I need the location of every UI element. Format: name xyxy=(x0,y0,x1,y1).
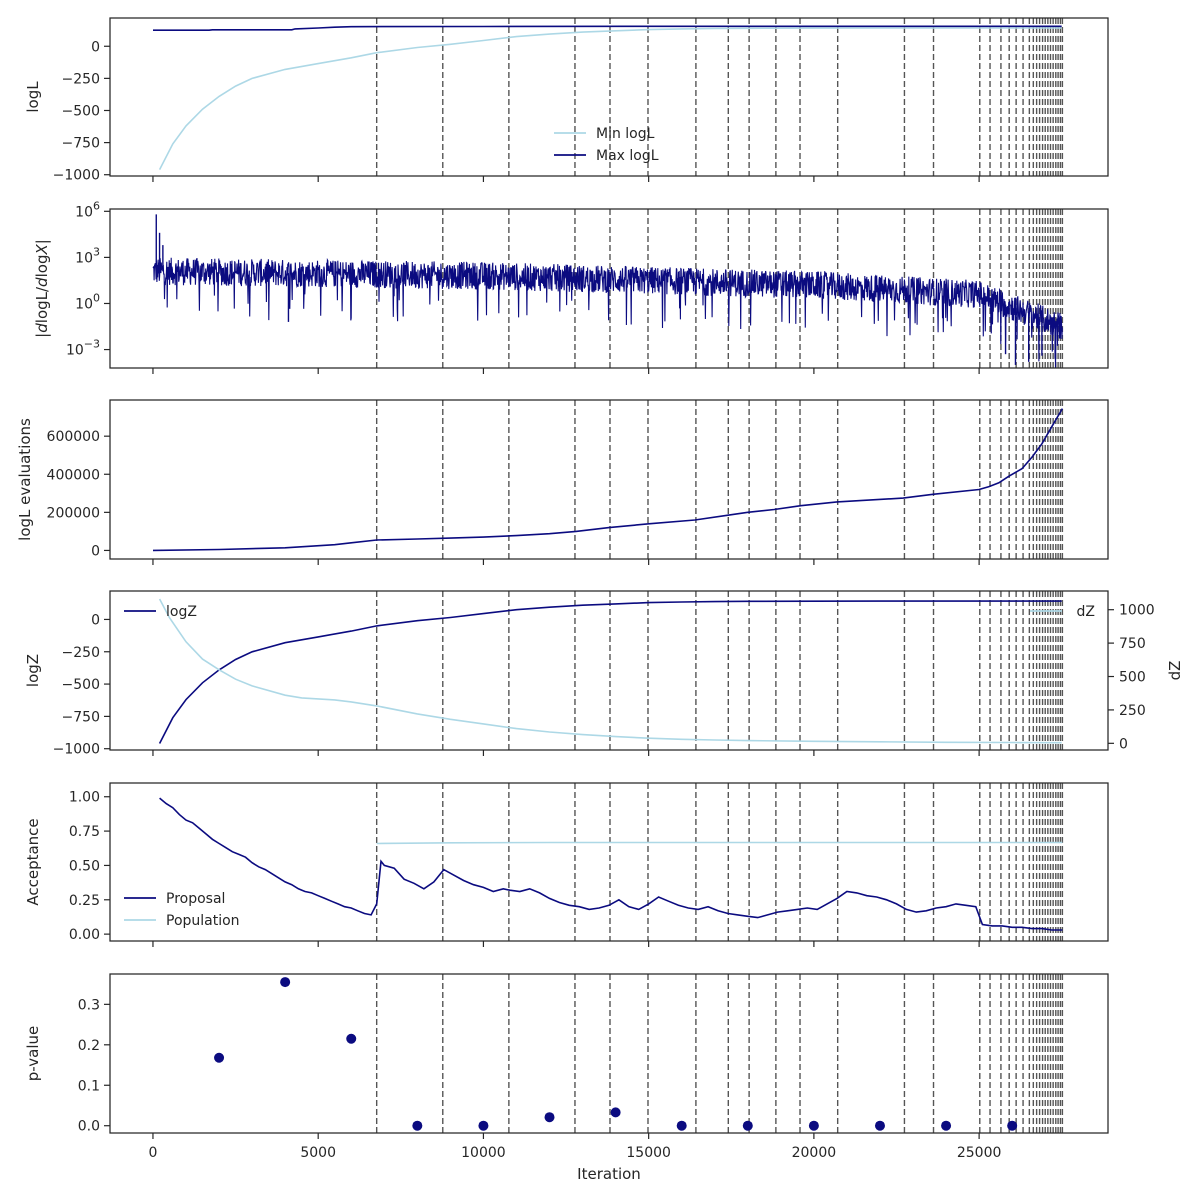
y-tick-label: 400000 xyxy=(47,467,100,483)
legend-label: Population xyxy=(166,913,240,929)
data-point xyxy=(1007,1120,1018,1131)
y-tick-label: 0 xyxy=(91,612,100,628)
y-tick-label: 1.00 xyxy=(69,790,100,806)
series-line-proposal xyxy=(159,797,1063,931)
x-tick-label: 10000 xyxy=(461,1145,506,1161)
y-axis-label: logZ xyxy=(24,654,42,687)
y-tick-label: 600000 xyxy=(47,429,100,445)
legend-label: dZ xyxy=(1077,604,1095,620)
y-tick-label: −750 xyxy=(62,136,100,152)
axes-frame xyxy=(109,590,1109,751)
data-point xyxy=(280,977,291,988)
panel-evals: 0 200000 400000 600000 logL evaluations xyxy=(16,399,1109,565)
y-axis-label: logL xyxy=(24,81,42,113)
data-point xyxy=(346,1033,357,1044)
y2-tick-label: 750 xyxy=(1119,636,1146,652)
y2-tick-label: 1000 xyxy=(1119,603,1155,619)
legend-label: Min logL xyxy=(596,126,655,142)
y-tick-label: 0.50 xyxy=(69,858,100,874)
legend-item: logZ xyxy=(124,604,197,620)
series-line-dlogl xyxy=(152,257,1063,368)
y-tick-label: 0 xyxy=(91,39,100,55)
data-point xyxy=(412,1120,423,1131)
axes-frame xyxy=(109,208,1109,369)
plot-area-logz xyxy=(158,591,1064,750)
x-tick-label: 15000 xyxy=(626,1145,671,1161)
panel-logz: 0 −250 −500 −750 −1000 0 250 500 750 1000 dZ logZ lo… xyxy=(24,590,1184,758)
y2-tick-label: 0 xyxy=(1119,736,1128,752)
axes-frame xyxy=(109,973,1109,1134)
y-tick-label: 200000 xyxy=(47,505,100,521)
legend-item: Population xyxy=(124,913,240,929)
x-axis-label: Iteration xyxy=(577,1165,641,1183)
legend-item: Proposal xyxy=(124,891,225,907)
y-tick-label: 10−3 xyxy=(66,338,100,359)
legend-label: Max logL xyxy=(596,148,659,164)
plot-area-pvalue xyxy=(214,974,1064,1133)
panel-dlogl: 10−3 100 103 106 |dlogL/dlogX| xyxy=(33,199,1109,374)
series-line-max-logl xyxy=(153,25,1062,31)
series-line-min-logl xyxy=(158,27,1062,170)
y-tick-label: −1000 xyxy=(53,742,100,758)
series-line-logz xyxy=(158,600,1062,744)
axes-frame xyxy=(109,17,1109,177)
y-tick-label: −1000 xyxy=(53,168,100,184)
axes-frame xyxy=(109,782,1109,942)
axes-frame xyxy=(109,399,1109,560)
y-tick-label: 103 xyxy=(75,245,100,266)
plot-area-accept xyxy=(159,783,1064,941)
x-tick-label: 20000 xyxy=(792,1145,837,1161)
y-tick-label: 0.00 xyxy=(69,927,100,943)
y2-axis-label: dZ xyxy=(1166,661,1184,681)
plot-area-evals xyxy=(152,400,1064,559)
y-tick-label: −500 xyxy=(62,677,100,693)
y-tick-label: 0.25 xyxy=(69,893,100,909)
y-axis-label: |dlogL/dlogX| xyxy=(33,239,51,338)
x-tick-label: 0 xyxy=(148,1145,157,1161)
panel-pvalue: 0.0 0.1 0.2 0.3 p-value 0 5000 10000 15000 20000 2… xyxy=(24,973,1109,1161)
y-tick-label: −250 xyxy=(62,71,100,87)
y-tick-label: 106 xyxy=(75,199,100,220)
series-line-dz xyxy=(158,598,1062,744)
data-point xyxy=(478,1120,489,1131)
y-axis-label: Acceptance xyxy=(24,818,42,905)
y-axis-label: logL evaluations xyxy=(16,418,34,541)
y-axis-label: p-value xyxy=(24,1026,42,1082)
y-tick-label: 100 xyxy=(75,291,100,312)
legend-item: Min logL xyxy=(554,126,655,142)
data-point xyxy=(742,1120,753,1131)
legend-label: logZ xyxy=(166,604,197,620)
plot-area-logl xyxy=(153,18,1064,176)
legend-item: dZ xyxy=(1030,604,1095,620)
data-point xyxy=(941,1120,952,1131)
y-tick-label: 0.2 xyxy=(78,1038,100,1054)
y-tick-label: 0.0 xyxy=(78,1119,100,1135)
x-tick-label: 5000 xyxy=(300,1145,336,1161)
y-tick-label: 0.1 xyxy=(78,1078,100,1094)
data-point xyxy=(610,1107,621,1118)
series-line-evals xyxy=(152,408,1064,552)
data-point xyxy=(544,1112,555,1123)
panel-logl: 0 −250 −500 −750 −1000 logL Min logL Max logL xyxy=(24,17,1109,184)
data-point xyxy=(874,1120,885,1131)
y2-tick-label: 250 xyxy=(1119,703,1146,719)
y-tick-label: −500 xyxy=(62,103,100,119)
y-tick-label: 0.75 xyxy=(69,824,100,840)
data-point xyxy=(676,1120,687,1131)
y-tick-label: 0.3 xyxy=(78,997,100,1013)
data-point xyxy=(214,1052,225,1063)
legend-item: Max logL xyxy=(554,148,659,164)
plot-area-dlogl xyxy=(152,209,1064,368)
data-point xyxy=(808,1120,819,1131)
y-tick-label: 0 xyxy=(91,543,100,559)
y2-tick-label: 500 xyxy=(1119,670,1146,686)
y-tick-label: −750 xyxy=(62,709,100,725)
legend-label: Proposal xyxy=(166,891,225,907)
x-tick-label: 25000 xyxy=(957,1145,1002,1161)
panel-accept: 0.00 0.25 0.50 0.75 1.00 Acceptance Proposal Po… xyxy=(24,782,1109,947)
series-line-population xyxy=(376,841,1063,845)
y-tick-label: −250 xyxy=(62,645,100,661)
